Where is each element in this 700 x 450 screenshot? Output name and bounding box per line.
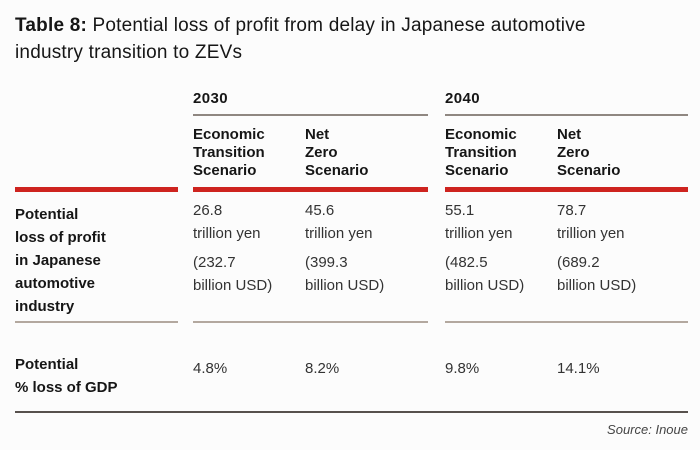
usd-amount: (232.7 billion USD): [193, 251, 305, 297]
yen-amount: 26.8 trillion yen: [193, 199, 305, 245]
year-header-2030: 2030: [193, 90, 428, 116]
row-label-line: % loss of GDP: [15, 379, 118, 396]
value-line: billion USD): [557, 277, 637, 294]
value-line: (482.5: [445, 254, 488, 271]
column-header-line: Scenario: [557, 162, 621, 179]
year-header-2040: 2040: [445, 90, 688, 116]
column-header-line: Scenario: [193, 162, 257, 179]
column-header-line: Economic: [445, 126, 517, 143]
value-line: (232.7: [193, 254, 236, 271]
row-label-line: automotive: [15, 275, 96, 292]
table-number-label: Table 8:: [15, 15, 87, 36]
column-header-line: Scenario: [445, 162, 509, 179]
table-bottom-rule: [15, 411, 688, 413]
row-rule-2030-columns: [193, 321, 428, 323]
value-line: trillion yen: [445, 225, 513, 242]
row-rule-label-column: [15, 321, 178, 323]
column-header-2040-economic-transition: Economic Transition Scenario: [445, 126, 557, 180]
row-label-line: in Japanese: [15, 252, 101, 269]
value-line: 26.8: [193, 202, 223, 219]
red-rule-label-column: [15, 187, 178, 192]
value-cell-gdp-2030-ets: 4.8%: [193, 360, 228, 377]
data-table: 2030 2040 Economic Transition Scenario N…: [15, 90, 688, 413]
usd-amount: (689.2 billion USD): [557, 251, 688, 297]
value-line: trillion yen: [193, 225, 261, 242]
value-line: billion USD): [193, 277, 273, 294]
row-label-line: Potential: [15, 356, 79, 373]
yen-amount: 78.7 trillion yen: [557, 199, 688, 245]
value-cell-profit-2030-ets: 26.8 trillion yen (232.7 billion USD): [193, 192, 305, 318]
usd-amount: (399.3 billion USD): [305, 251, 428, 297]
table-title-line2: industry transition to ZEVs: [15, 42, 243, 63]
column-header-line: Zero: [557, 144, 590, 161]
value-cell-gdp-2040-ets: 9.8%: [445, 360, 480, 377]
column-header-2030-net-zero: Net Zero Scenario: [305, 126, 428, 180]
column-header-line: Net: [557, 126, 582, 143]
usd-amount: (482.5 billion USD): [445, 251, 557, 297]
column-header-2030-economic-transition: Economic Transition Scenario: [193, 126, 305, 180]
source-note: Source: Inoue: [607, 422, 688, 437]
column-header-line: Economic: [193, 126, 265, 143]
value-line: billion USD): [445, 277, 525, 294]
table-title: Table 8: Potential loss of profit from d…: [15, 12, 688, 66]
row-label-line: Potential: [15, 206, 79, 223]
yen-amount: 45.6 trillion yen: [305, 199, 428, 245]
value-cell-gdp-2030-nzs: 8.2%: [305, 360, 340, 377]
value-cell-profit-2030-nzs: 45.6 trillion yen (399.3 billion USD): [305, 192, 428, 318]
row-rule-2040-columns: [445, 321, 688, 323]
row-label-gdp-loss: Potential % loss of GDP: [15, 323, 178, 399]
value-cell-gdp-2040-nzs: 14.1%: [557, 360, 600, 377]
value-line: billion USD): [305, 277, 385, 294]
value-line: trillion yen: [557, 225, 625, 242]
column-header-2040-net-zero: Net Zero Scenario: [557, 126, 688, 180]
row-label-profit-loss: Potential loss of profit in Japanese aut…: [15, 192, 178, 318]
column-header-line: Zero: [305, 144, 338, 161]
column-header-line: Scenario: [305, 162, 369, 179]
column-header-line: Transition: [445, 144, 517, 161]
row-label-line: industry: [15, 298, 75, 315]
yen-amount: 55.1 trillion yen: [445, 199, 557, 245]
column-header-line: Transition: [193, 144, 265, 161]
value-line: (399.3: [305, 254, 348, 271]
value-cell-profit-2040-nzs: 78.7 trillion yen (689.2 billion USD): [557, 192, 688, 318]
value-cell-profit-2040-ets: 55.1 trillion yen (482.5 billion USD): [445, 192, 557, 318]
value-line: trillion yen: [305, 225, 373, 242]
red-rule-2040-columns: [445, 187, 688, 192]
value-line: 55.1: [445, 202, 475, 219]
value-line: 78.7: [557, 202, 587, 219]
value-line: (689.2: [557, 254, 600, 271]
red-rule-2030-columns: [193, 187, 428, 192]
value-line: 45.6: [305, 202, 335, 219]
column-header-line: Net: [305, 126, 330, 143]
row-label-line: loss of profit: [15, 229, 106, 246]
table-title-line1: Potential loss of profit from delay in J…: [92, 15, 586, 36]
